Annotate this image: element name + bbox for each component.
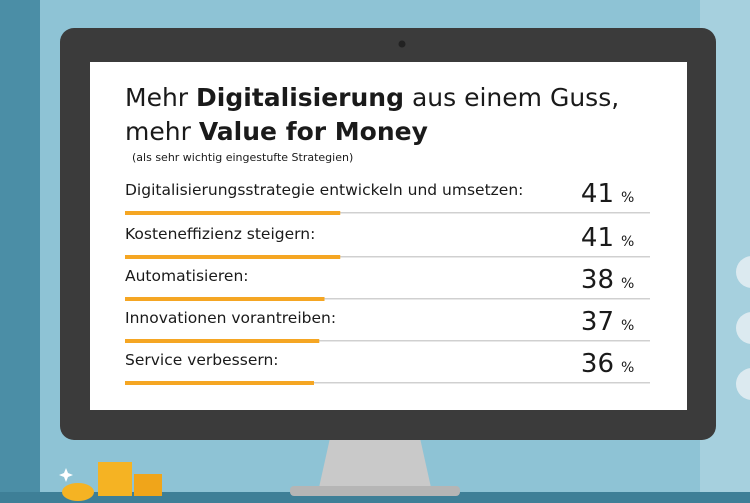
bar <box>125 381 314 385</box>
category-label: Automatisieren: <box>125 267 249 285</box>
bar-track <box>125 382 650 384</box>
bar-track <box>125 212 650 214</box>
subtitle: (als sehr wichtig eingestufte Strategien… <box>132 151 353 164</box>
decor-circle <box>736 368 750 400</box>
category-label: Innovationen vorantreiben: <box>125 309 336 327</box>
bar <box>125 339 320 343</box>
bar-track <box>125 256 650 258</box>
camera <box>398 40 406 48</box>
title-line: Mehr Digitalisierung aus einem Guss, <box>125 83 619 112</box>
value-unit: % <box>621 276 634 292</box>
title-segment: mehr <box>125 117 199 146</box>
bar-track <box>125 340 650 342</box>
title-segment: Mehr <box>125 83 196 112</box>
value-label: 38 <box>581 265 614 295</box>
coins <box>59 462 162 501</box>
value-label: 36 <box>581 349 614 379</box>
bar <box>125 255 341 259</box>
category-label: Service verbessern: <box>125 351 279 369</box>
bar <box>125 297 325 301</box>
desk <box>0 492 750 503</box>
decor-circle <box>736 312 750 344</box>
title-segment: Value for Money <box>199 117 428 146</box>
title-segment: aus einem Guss, <box>404 83 619 112</box>
title-segment: Digitalisierung <box>196 83 404 112</box>
category-label: Kosteneffizienz steigern: <box>125 225 315 243</box>
wall-strip <box>0 0 40 503</box>
monitor-stand <box>318 438 432 492</box>
bar-track <box>125 298 650 300</box>
bar <box>125 211 341 215</box>
title-line: mehr Value for Money <box>125 117 428 146</box>
decor-circle <box>736 256 750 288</box>
value-label: 41 <box>581 179 614 209</box>
value-unit: % <box>621 318 634 334</box>
value-label: 37 <box>581 307 614 337</box>
value-unit: % <box>621 360 634 376</box>
value-label: 41 <box>581 223 614 253</box>
screen <box>90 62 687 410</box>
category-label: Digitalisierungsstrategie entwickeln und… <box>125 181 523 199</box>
value-unit: % <box>621 234 634 250</box>
value-unit: % <box>621 190 634 206</box>
monitor-foot <box>290 486 460 496</box>
